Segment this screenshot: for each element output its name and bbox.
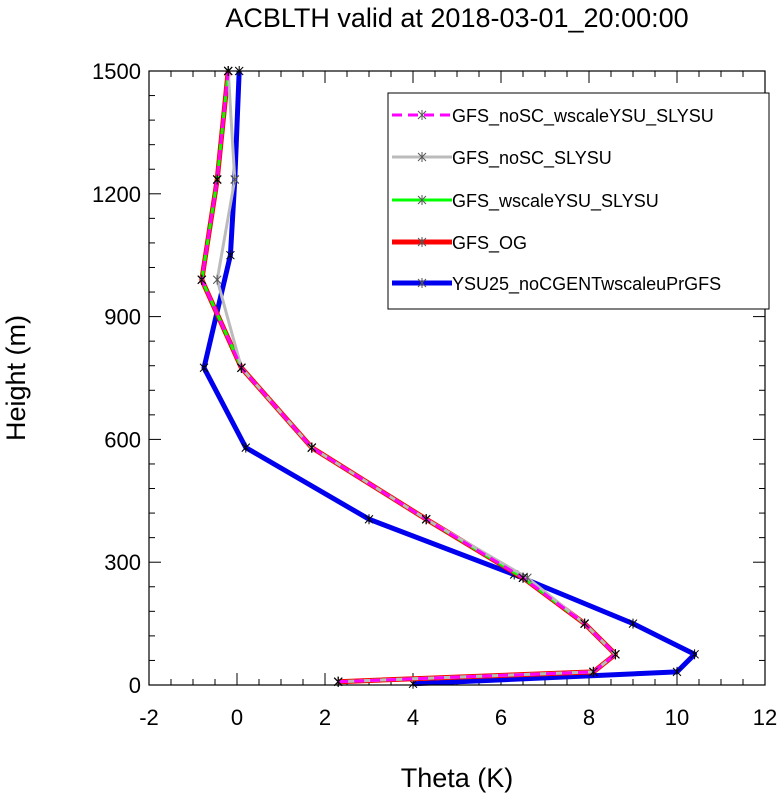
series-5-marker — [241, 442, 251, 453]
series-1-marker — [197, 274, 207, 285]
x-tick-label: 8 — [583, 705, 595, 730]
series-1-marker — [307, 442, 317, 453]
series-1-marker — [589, 666, 598, 677]
series-5-marker — [364, 514, 374, 525]
legend-marker-2 — [417, 152, 427, 162]
series-5-marker — [690, 649, 699, 660]
series-1-marker — [237, 362, 246, 373]
plot-frame — [148, 70, 766, 686]
legend-label-4: GFS_OG — [452, 233, 527, 254]
x-tick-label: 6 — [495, 705, 507, 730]
y-axis-label: Height (m) — [1, 315, 31, 441]
x-tick-label: 0 — [231, 705, 243, 730]
series-5-marker — [226, 250, 235, 261]
x-tick-label: 2 — [319, 705, 331, 730]
series-lines — [197, 66, 699, 689]
x-tick-label: 10 — [665, 705, 689, 730]
series-1-marker — [212, 174, 222, 185]
legend-marker-3 — [417, 195, 427, 205]
chart-title: ACBLTH valid at 2018-03-01_20:00:00 — [225, 3, 688, 33]
x-tick-label: 4 — [407, 705, 419, 730]
x-tick-label: -2 — [139, 705, 159, 730]
y-tick-label: 300 — [104, 550, 141, 575]
legend-label-2: GFS_noSC_SLYSU — [452, 148, 612, 169]
y-tick-label: 0 — [129, 673, 141, 698]
series-2-marker — [212, 274, 222, 285]
legend-label-5: YSU25_noCGENTwscaleuPrGFS — [452, 274, 721, 295]
y-tick-label: 600 — [104, 427, 141, 452]
y-tick-label: 1200 — [92, 182, 141, 207]
legend-marker-1 — [417, 110, 427, 120]
y-tick-label: 1500 — [92, 59, 141, 84]
series-5-marker — [628, 618, 638, 629]
series-1-marker — [580, 618, 589, 629]
legend: GFS_noSC_wscaleYSU_SLYSU GFS_noSC_SLYSU GF… — [387, 92, 770, 310]
series-1-marker — [421, 514, 431, 525]
legend-marker-5 — [417, 278, 427, 288]
series-5-marker — [672, 666, 682, 677]
series-5-marker — [199, 362, 209, 373]
legend-marker-4 — [417, 237, 427, 247]
series-1-marker — [611, 649, 620, 660]
series-2-marker — [230, 174, 240, 185]
legend-label-3: GFS_wscaleYSU_SLYSU — [452, 191, 659, 212]
x-axis-label: Theta (K) — [401, 763, 514, 793]
series-1-marker — [518, 572, 528, 583]
legend-label-1: GFS_noSC_wscaleYSU_SLYSU — [452, 106, 714, 127]
y-tick-label: 900 — [104, 305, 141, 330]
x-tick-label: 12 — [753, 705, 777, 730]
